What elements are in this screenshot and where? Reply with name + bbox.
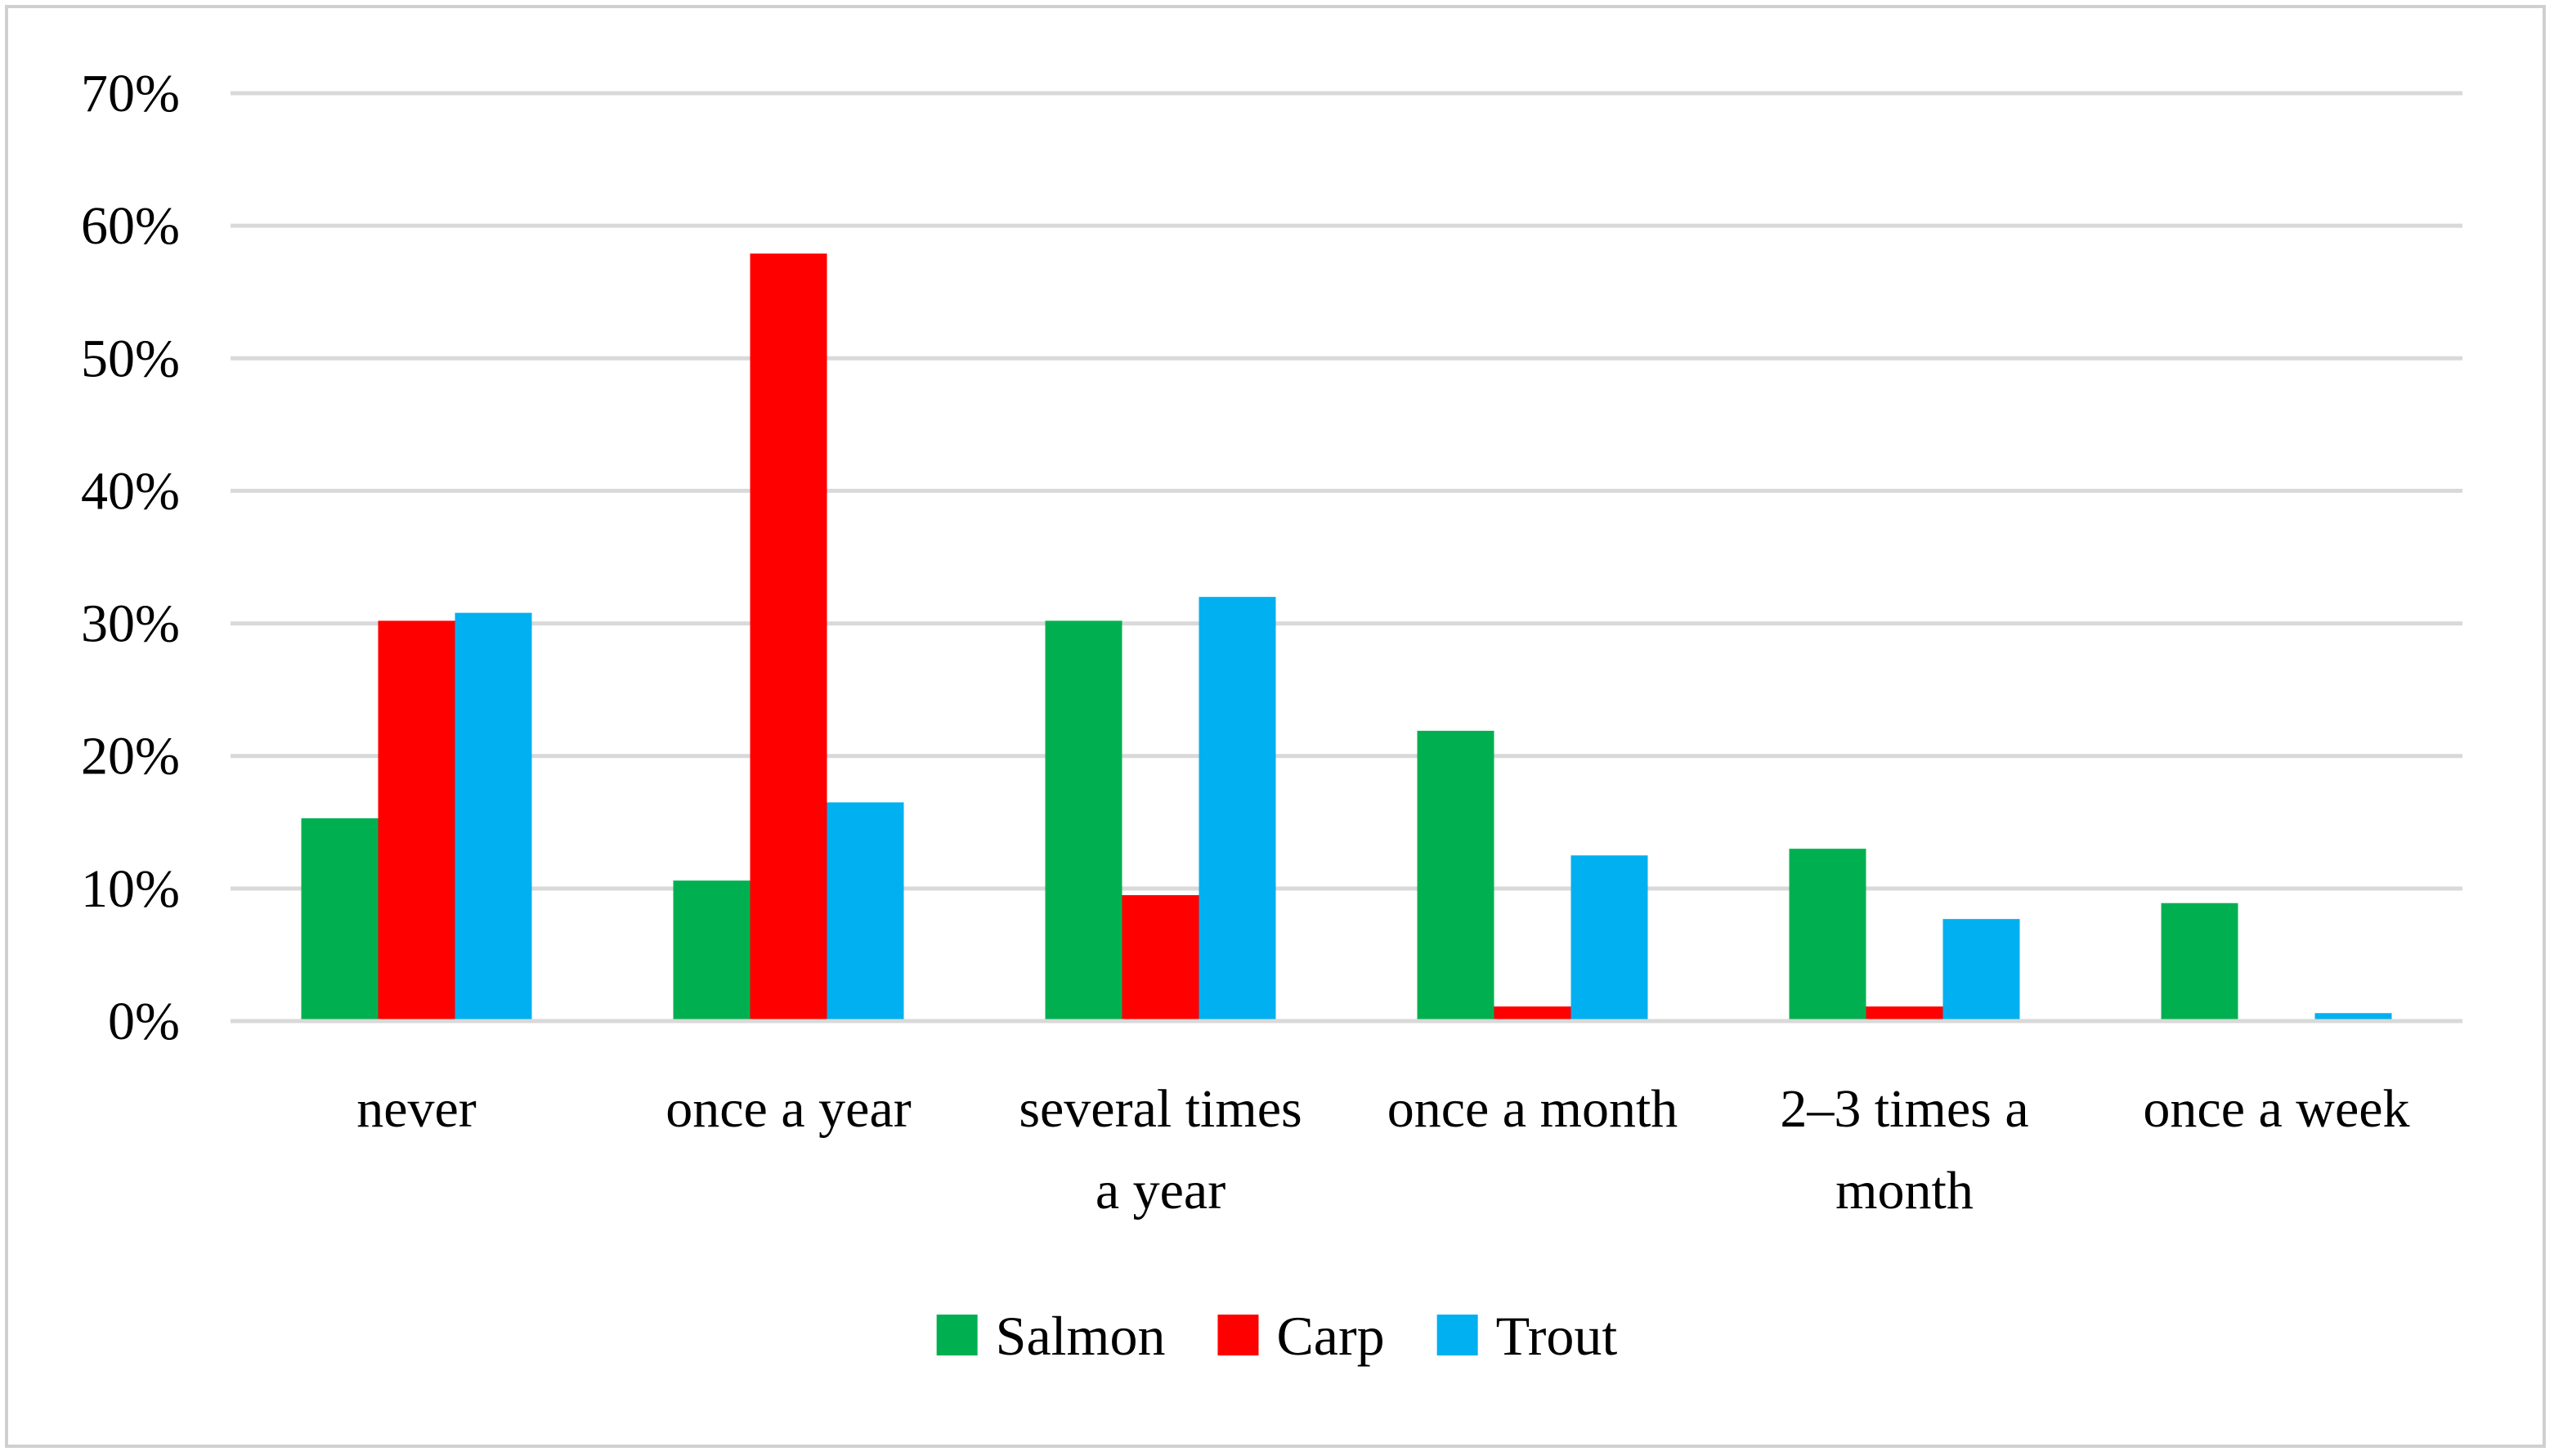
y-tick-label: 30% (81, 594, 180, 654)
y-axis-ticks: 0% 10% 20% 30% 40% 50% 60% 70% (81, 64, 180, 1051)
legend-label-trout: Trout (1496, 1305, 1618, 1367)
legend-swatch-trout (1436, 1315, 1478, 1355)
bar-trout (1942, 919, 2020, 1021)
category-label: once a year (665, 1079, 911, 1139)
bar-salmon (1417, 730, 1494, 1021)
bars (301, 253, 2392, 1021)
bar-salmon (673, 880, 751, 1021)
bar-trout (2314, 1013, 2392, 1021)
legend-swatch-carp (1217, 1315, 1259, 1355)
bar-trout (1570, 855, 1648, 1021)
bar-salmon (301, 818, 379, 1021)
bar-salmon (1789, 849, 1866, 1021)
legend: Salmon Carp Trout (936, 1305, 1618, 1367)
gridlines (231, 91, 2462, 891)
bar-carp (750, 253, 827, 1021)
bar-carp (1122, 894, 1199, 1021)
bar-trout (455, 612, 532, 1021)
bar-carp (1494, 1006, 1571, 1021)
y-tick-label: 20% (81, 727, 180, 786)
y-tick-label: 10% (81, 859, 180, 919)
bar-carp (1866, 1006, 1943, 1021)
legend-swatch-salmon (936, 1315, 978, 1355)
bar-salmon (2161, 903, 2238, 1021)
bar-trout (1199, 597, 1276, 1021)
y-tick-label: 60% (81, 196, 180, 256)
bar-trout (827, 802, 904, 1021)
bar-salmon (1045, 620, 1122, 1021)
category-label: 2–3 times a month (1780, 1079, 2028, 1221)
y-tick-label: 50% (81, 329, 180, 388)
y-tick-label: 40% (81, 461, 180, 521)
category-labels: never once a year several times a year once … (356, 1079, 2409, 1221)
y-tick-label: 70% (81, 64, 180, 123)
bar-carp (378, 620, 455, 1021)
category-label: once a month (1387, 1079, 1678, 1139)
category-label: once a week (2143, 1079, 2409, 1139)
legend-label-carp: Carp (1276, 1305, 1384, 1367)
category-label: several times a year (1019, 1079, 1302, 1221)
y-tick-label: 0% (108, 992, 180, 1051)
legend-label-salmon: Salmon (996, 1305, 1166, 1367)
category-label: never (356, 1079, 477, 1139)
